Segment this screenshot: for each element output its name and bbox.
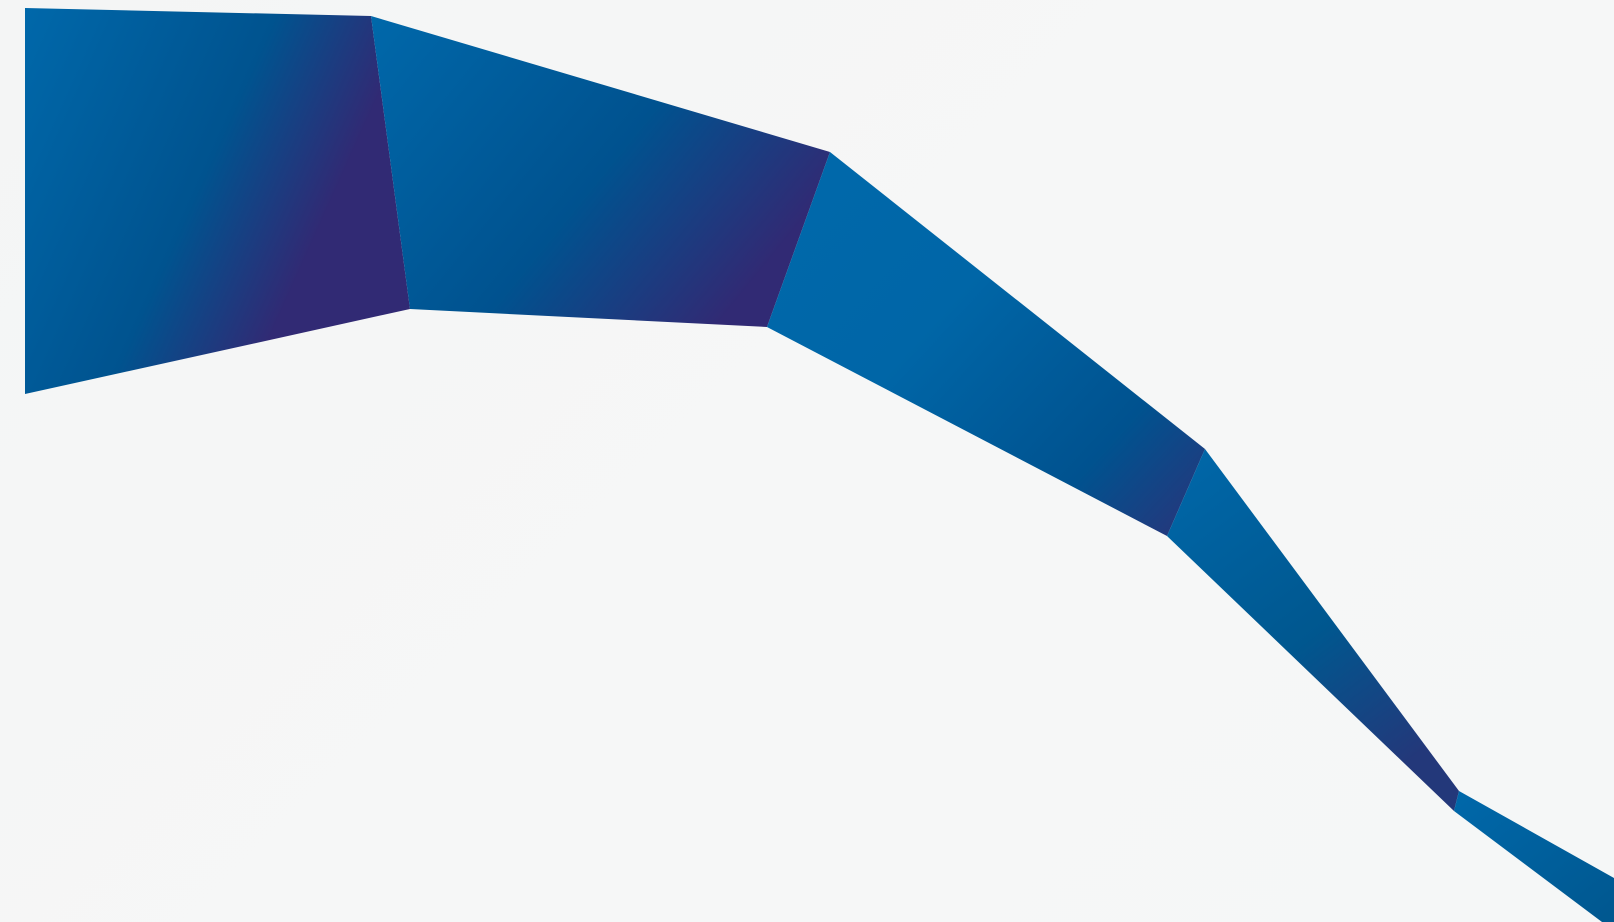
ribbon-segment-1 [25,8,410,394]
ribbon-segment-2 [371,16,830,327]
ribbon-segment-4 [1167,449,1459,811]
ribbon-segment-5 [1454,791,1614,922]
ribbon-segment-3 [767,152,1205,536]
